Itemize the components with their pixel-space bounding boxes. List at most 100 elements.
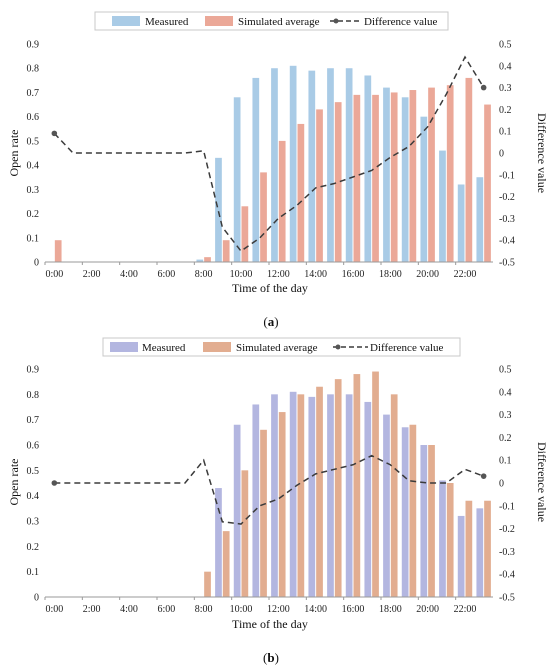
bar-measured	[420, 445, 428, 597]
x-tick-label: 18:00	[379, 269, 402, 280]
x-tick-label: 12:00	[267, 269, 290, 280]
x-tick-label: 18:00	[379, 604, 402, 615]
y2-tick-label: -0.2	[499, 524, 515, 535]
y2-tick-label: -0.5	[499, 593, 515, 604]
x-tick-label: 2:00	[83, 604, 101, 615]
y2-tick-label: 0	[499, 149, 504, 160]
x-tick-label: 10:00	[230, 269, 253, 280]
y2-tick-label: -0.2	[499, 192, 515, 203]
panel-label-b: (b)	[263, 650, 279, 665]
x-tick-label: 10:00	[230, 604, 253, 615]
legend-b: Measured Simulated average Difference va…	[102, 337, 461, 357]
difference-point	[480, 473, 487, 479]
bar-simulated	[446, 85, 454, 262]
legend-label-measured-a: Measured	[145, 16, 189, 28]
bar-simulated	[54, 240, 62, 262]
bar-measured	[289, 391, 297, 597]
x-tick-label: 8:00	[195, 604, 213, 615]
y-tick-label: 0.7	[27, 415, 40, 426]
y2-tick-label: 0.4	[499, 387, 512, 398]
bar-measured	[420, 116, 428, 263]
bar-simulated	[260, 429, 267, 597]
y2-tick-label: 0.2	[499, 105, 512, 116]
y-tick-label: 0.9	[27, 365, 40, 376]
y-axis-title-a: Open rate	[7, 130, 21, 177]
y-tick-label: 0.6	[27, 112, 40, 123]
bar-measured	[364, 75, 372, 262]
bar-measured	[289, 65, 297, 262]
bar-measured	[327, 68, 334, 262]
y-tick-label: 0.5	[27, 136, 40, 147]
bar-measured	[271, 394, 278, 597]
y2-axis-title-a: Difference value	[535, 113, 549, 193]
bar-measured	[476, 508, 484, 597]
difference-line	[54, 454, 484, 525]
legend-swatch-measured-a	[112, 16, 140, 26]
bar-simulated	[484, 500, 491, 597]
y-tick-label: 0.4	[27, 491, 40, 502]
bar-simulated	[428, 445, 435, 597]
x-tick-label: 8:00	[195, 269, 213, 280]
y2-tick-label: 0.5	[499, 365, 512, 376]
bar-measured	[233, 424, 241, 597]
x-tick-label: 0:00	[45, 269, 63, 280]
y2-tick-label: -0.1	[499, 170, 515, 181]
y2-tick-label: 0.5	[499, 40, 512, 51]
y-tick-label: 0.8	[27, 390, 40, 401]
bar-simulated	[278, 140, 286, 262]
legend-label-simulated-b: Simulated average	[236, 342, 318, 354]
y2-tick-label: 0.3	[499, 83, 512, 94]
bar-measured	[271, 68, 278, 262]
bar-measured	[215, 157, 222, 262]
panel-letter-a: a	[268, 314, 275, 329]
x-tick-label: 22:00	[454, 269, 477, 280]
chart-panel-a: Measured Simulated average Difference va…	[7, 11, 549, 329]
y-tick-label: 0.7	[27, 88, 40, 99]
x-tick-label: 2:00	[83, 269, 101, 280]
x-tick-label: 20:00	[416, 269, 439, 280]
bar-simulated	[260, 172, 267, 262]
bar-simulated	[353, 374, 361, 597]
y2-axis-title-b: Difference value	[535, 442, 549, 522]
bar-simulated	[409, 90, 417, 263]
bar-simulated	[484, 104, 491, 262]
bar-measured	[457, 515, 465, 597]
panel-letter-b: b	[267, 650, 274, 665]
legend-box-a	[94, 11, 449, 31]
bar-simulated	[297, 394, 305, 597]
legend-label-measured-b: Measured	[142, 342, 186, 354]
y2-tick-label: 0.2	[499, 433, 512, 444]
x-tick-label: 22:00	[454, 604, 477, 615]
y-tick-label: 0.1	[27, 567, 40, 578]
legend-label-difference-b: Difference value	[370, 342, 444, 354]
x-tick-label: 6:00	[157, 604, 175, 615]
bar-simulated	[372, 94, 379, 262]
bar-measured	[439, 480, 446, 597]
y-tick-label: 0.8	[27, 64, 40, 75]
x-axis-title-a: Time of the day	[232, 281, 308, 295]
y2-tick-label: -0.3	[499, 214, 515, 225]
difference-line	[53, 55, 485, 253]
y2-tick-label: 0.1	[499, 127, 512, 138]
y-axis-title-b: Open rate	[7, 459, 21, 506]
legend-swatch-simulated-a	[205, 16, 233, 26]
y2-tick-label: 0.3	[499, 410, 512, 421]
bar-measured	[383, 87, 390, 262]
x-tick-label: 6:00	[157, 269, 175, 280]
bar-measured	[215, 488, 222, 597]
bar-measured	[401, 97, 409, 263]
y-tick-label: 0.9	[27, 40, 40, 51]
bar-simulated	[446, 483, 454, 597]
difference-point	[51, 480, 58, 486]
y2-tick-label: -0.4	[499, 570, 515, 581]
legend-box-b	[102, 337, 461, 357]
bar-measured	[364, 401, 372, 597]
x-tick-label: 14:00	[304, 604, 327, 615]
bar-measured	[252, 404, 260, 597]
bar-measured	[308, 396, 316, 597]
x-tick-label: 12:00	[267, 604, 290, 615]
x-tick-label: 0:00	[45, 604, 63, 615]
y-tick-label: 0.2	[27, 542, 40, 553]
legend-marker-difference-a	[333, 18, 339, 24]
x-tick-label: 14:00	[304, 269, 327, 280]
